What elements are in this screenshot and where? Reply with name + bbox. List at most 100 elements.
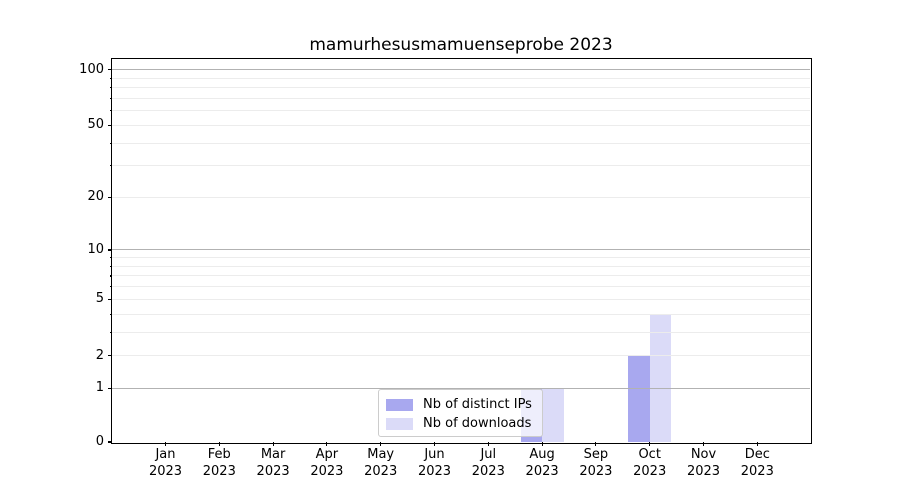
y-minor-tick-mark-40 <box>109 142 112 144</box>
x-tick-mark-oct <box>649 442 651 446</box>
y-minor-tick-mark-60 <box>109 110 112 112</box>
gridline-6 <box>112 286 810 288</box>
y-minor-tick-mark-9 <box>109 257 112 259</box>
y-tick-label-20: 20 <box>87 189 104 205</box>
x-tick-label-feb: Feb 2023 <box>187 447 251 480</box>
x-tick-year: 2023 <box>579 463 613 479</box>
y-tick-label-100: 100 <box>79 61 104 77</box>
gridline-8 <box>112 265 810 267</box>
gridline-80 <box>112 87 810 89</box>
y-tick-mark-50 <box>107 124 112 126</box>
x-tick-label-sep: Sep 2023 <box>564 447 628 480</box>
x-tick-label-jan: Jan 2023 <box>134 447 198 480</box>
y-minor-tick-mark-6 <box>109 286 112 288</box>
x-tick-year: 2023 <box>202 463 236 479</box>
y-tick-mark-5 <box>107 298 112 300</box>
y-minor-tick-mark-4 <box>109 313 112 315</box>
x-tick-month: May <box>367 447 395 462</box>
gridline-90 <box>112 77 810 79</box>
x-tick-month: Feb <box>207 447 231 462</box>
x-tick-label-jun: Jun 2023 <box>403 447 467 480</box>
x-tick-year: 2023 <box>256 463 290 479</box>
x-tick-label-apr: Apr 2023 <box>295 447 359 480</box>
x-tick-mark-nov <box>702 442 705 446</box>
x-tick-month: Jan <box>155 447 176 462</box>
y-tick-label-0: 0 <box>95 434 104 449</box>
x-tick-label-jul: Jul 2023 <box>456 447 520 480</box>
x-tick-year: 2023 <box>148 463 183 479</box>
gridline-7 <box>112 275 810 277</box>
legend: Nb of distinct IPs Nb of downloads <box>378 389 543 437</box>
y-tick-mark-20 <box>107 196 112 198</box>
x-tick-mark-aug <box>541 442 543 446</box>
gridline-2 <box>112 355 810 357</box>
grid-layer <box>112 59 810 442</box>
y-tick-label-2: 2 <box>95 347 104 363</box>
y-minor-tick-mark-90 <box>109 77 112 79</box>
gridline-70 <box>112 97 810 99</box>
y-tick-label-50: 50 <box>87 117 104 133</box>
x-tick-year: 2023 <box>686 463 721 479</box>
bar-oct-distinct-ips <box>628 355 650 442</box>
legend-label-downloads: Nb of downloads <box>423 416 532 431</box>
gridline-20 <box>112 196 810 198</box>
x-tick-year: 2023 <box>740 463 774 479</box>
gridline-4 <box>112 313 810 315</box>
x-tick-month: Jun <box>424 447 445 462</box>
x-tick-label-aug: Aug 2023 <box>510 447 574 480</box>
gridline-40 <box>112 142 810 144</box>
x-tick-mark-mar <box>272 442 274 446</box>
x-tick-mark-apr <box>326 442 328 446</box>
gridline-5 <box>112 298 810 300</box>
x-tick-month: Sep <box>583 447 609 462</box>
y-tick-mark-100 <box>107 69 112 71</box>
x-tick-month: Nov <box>690 447 717 462</box>
x-tick-mark-feb <box>218 442 220 446</box>
y-tick-label-1: 1 <box>95 380 104 396</box>
gridline-3 <box>112 331 810 333</box>
x-tick-month: Apr <box>315 447 339 462</box>
y-minor-tick-mark-70 <box>109 97 112 100</box>
x-tick-label-mar: Mar 2023 <box>241 447 305 480</box>
x-tick-label-may: May 2023 <box>349 447 413 480</box>
legend-item-downloads: Nb of downloads <box>379 414 542 433</box>
plot-area <box>112 59 810 442</box>
x-tick-month: Oct <box>638 447 661 462</box>
x-tick-month: Mar <box>260 447 286 462</box>
y-minor-tick-mark-8 <box>109 265 112 267</box>
bar-oct-downloads <box>649 314 672 442</box>
y-tick-label-5: 5 <box>95 291 104 307</box>
gridline-30 <box>112 165 810 167</box>
x-tick-label-nov: Nov 2023 <box>672 447 736 480</box>
gridline-50 <box>112 124 810 126</box>
x-tick-mark-dec <box>756 442 758 446</box>
y-tick-mark-1 <box>107 387 112 390</box>
x-tick-label-dec: Dec 2023 <box>725 447 789 480</box>
x-tick-year: 2023 <box>364 463 398 479</box>
x-tick-month: Jul <box>480 447 497 462</box>
chart-title: mamurhesusmamuenseprobe 2023 <box>309 35 613 55</box>
x-tick-mark-sep <box>595 442 597 446</box>
y-minor-tick-mark-3 <box>109 331 112 333</box>
x-tick-mark-may <box>380 442 382 446</box>
legend-swatch-downloads <box>386 417 413 430</box>
y-minor-tick-mark-30 <box>109 165 112 167</box>
legend-item-distinct-ips: Nb of distinct IPs <box>379 395 542 414</box>
gridline-100 <box>112 69 810 71</box>
x-tick-year: 2023 <box>417 463 452 479</box>
gridline-60 <box>112 110 810 112</box>
x-tick-year: 2023 <box>525 463 559 479</box>
x-tick-label-oct: Oct 2023 <box>618 447 682 480</box>
gridline-9 <box>112 257 810 259</box>
x-tick-year: 2023 <box>310 463 344 479</box>
y-tick-mark-10 <box>107 249 112 251</box>
x-tick-month: Aug <box>529 447 555 462</box>
x-tick-month: Dec <box>744 447 770 462</box>
x-tick-mark-jul <box>487 442 489 446</box>
legend-swatch-distinct-ips <box>386 398 413 411</box>
x-tick-mark-jan <box>164 442 167 446</box>
bar-aug-downloads <box>542 388 564 442</box>
y-tick-mark-2 <box>107 354 112 357</box>
y-tick-label-10: 10 <box>87 241 104 257</box>
